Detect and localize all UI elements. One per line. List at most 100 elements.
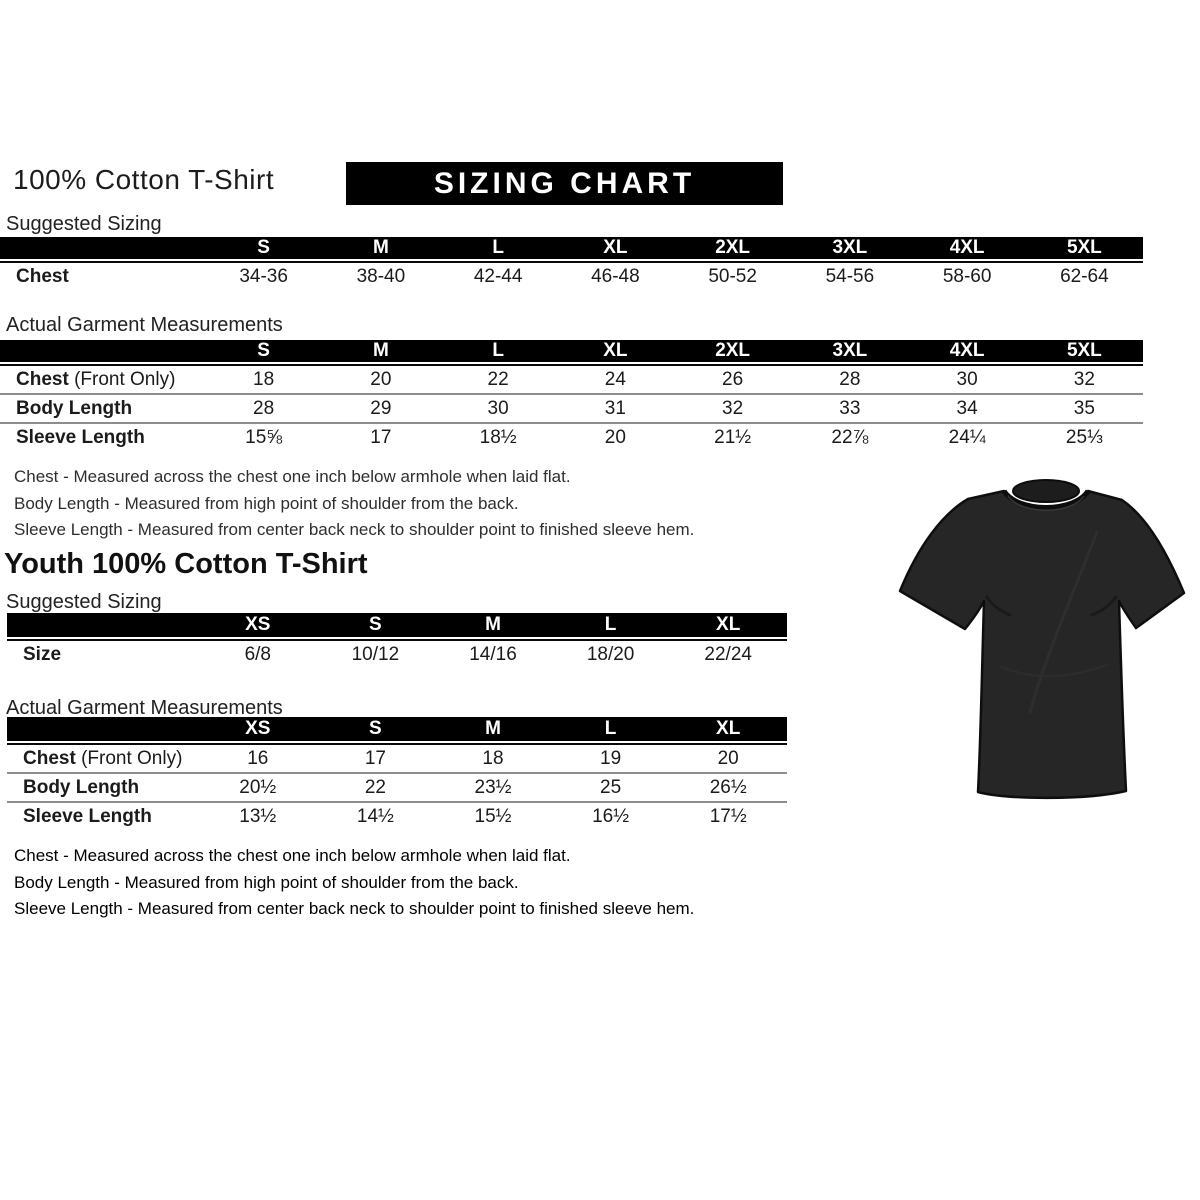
sizing-chart-banner-text: SIZING CHART <box>433 166 696 200</box>
table-header-underline <box>0 364 1143 366</box>
adult-measurement-notes: Chest - Measured across the chest one in… <box>14 464 694 544</box>
measurement-cell: 15½ <box>474 805 512 827</box>
table-row: Body Length 20½ 22 23½ 25 26½ <box>7 772 787 801</box>
row-label: Body Length <box>0 398 205 420</box>
measurement-cell: 34 <box>956 397 978 419</box>
size-column-header: 2XL <box>715 237 751 258</box>
measurement-cell: 25⅓ <box>1065 426 1103 448</box>
measurement-cell: 46-48 <box>591 266 640 287</box>
table-header-underline <box>0 261 1143 263</box>
table-row: Chest (Front Only) 16 17 18 19 20 <box>7 745 787 772</box>
size-column-header: L <box>604 614 617 635</box>
measurement-cell: 14½ <box>356 805 394 827</box>
measurement-cell: 16 <box>247 747 269 769</box>
adult-actual-measurements-table: S M L XL 2XL 3XL 4XL 5XL Chest (Front Only) 18 20 2… <box>0 340 1143 451</box>
measurement-cell: 18/20 <box>586 644 635 665</box>
table-row: Chest 34-36 38-40 42-44 46-48 50-52 54-56 58-60… <box>0 263 1143 291</box>
table-row: Size 6/8 10/12 14/16 18/20 22/24 <box>7 641 787 669</box>
measurement-cell: 38-40 <box>356 266 406 287</box>
row-label-main: Body Length <box>16 397 133 419</box>
measurement-cell: 24¼ <box>948 426 986 448</box>
adult-suggested-sizing-label: Suggested Sizing <box>6 213 162 235</box>
measurement-cell: 13½ <box>239 805 277 827</box>
measurement-cell: 24 <box>604 368 626 390</box>
page-title: 100% Cotton T-Shirt <box>13 164 275 195</box>
measurement-cell: 54-56 <box>825 266 875 287</box>
row-label-main: Chest <box>16 368 69 390</box>
size-column-header: S <box>369 614 382 635</box>
note-chest: Chest - Measured across the chest one in… <box>14 467 571 486</box>
tshirt-collar-stitch <box>1007 495 1085 511</box>
row-label: Size <box>7 644 199 666</box>
row-label-main: Sleeve Length <box>16 426 145 448</box>
row-label-main: Body Length <box>23 776 140 798</box>
measurement-cell: 29 <box>370 397 392 419</box>
size-column-header: M <box>372 340 389 361</box>
size-column-header: L <box>604 718 617 739</box>
size-column-header: M <box>485 614 501 635</box>
tshirt-underarm-shadow <box>985 595 1012 617</box>
row-label: Chest (Front Only) <box>0 369 205 391</box>
row-label-suffix: (Front Only) <box>68 368 176 390</box>
table-row: Sleeve Length 15⅝ 17 18½ 20 21½ 22⅞ 24¼ 25⅓ <box>0 422 1143 451</box>
youth-measurement-notes: Chest - Measured across the chest one in… <box>14 843 694 923</box>
adult-suggested-sizing-table: S M L XL 2XL 3XL 4XL 5XL Chest 34-36 38-40 42-44 46-… <box>0 237 1143 291</box>
measurement-cell: 62-64 <box>1060 266 1109 287</box>
size-column-header: XL <box>603 237 628 258</box>
measurement-cell: 30 <box>956 368 978 390</box>
note-sleeve-length: Sleeve Length - Measured from center bac… <box>14 899 695 918</box>
tshirt-collar-rim <box>1001 489 1091 510</box>
header-spacer <box>0 340 205 362</box>
measurement-cell: 35 <box>1073 397 1095 419</box>
size-column-header: L <box>492 340 504 361</box>
measurement-cell: 42-44 <box>473 266 523 287</box>
measurement-cell: 20 <box>604 426 626 448</box>
header-spacer <box>7 717 199 741</box>
measurement-cell: 20 <box>717 747 739 769</box>
tshirt-back-collar <box>1012 479 1080 503</box>
size-column-header: XL <box>716 614 741 635</box>
measurement-cell: 15⅝ <box>245 426 283 448</box>
measurement-cell: 26½ <box>709 776 747 798</box>
youth-actual-measurements-label: Actual Garment Measurements <box>6 697 283 719</box>
measurement-cell: 26 <box>722 368 744 390</box>
measurement-cell: 19 <box>600 747 622 769</box>
row-label: Sleeve Length <box>0 427 205 449</box>
measurement-cell: 30 <box>487 397 509 419</box>
measurement-cell: 17 <box>370 426 392 448</box>
measurement-cell: 58-60 <box>942 266 992 287</box>
tshirt-wrinkle <box>1000 663 1109 678</box>
measurement-cell: 31 <box>604 397 626 419</box>
table-header-bar: XS S M L XL <box>7 717 787 741</box>
measurement-cell: 14/16 <box>469 644 517 665</box>
row-label-suffix: (Front Only) <box>75 747 183 769</box>
size-column-header: 3XL <box>832 237 868 258</box>
measurement-cell: 18½ <box>479 426 517 448</box>
measurement-cell: 22⅞ <box>831 426 869 448</box>
adult-actual-measurements-label: Actual Garment Measurements <box>6 314 283 336</box>
row-label-main: Size <box>23 644 62 665</box>
tshirt-body <box>898 489 1186 800</box>
size-column-header: 5XL <box>1066 340 1102 361</box>
size-column-header: L <box>492 237 504 258</box>
measurement-cell: 28 <box>253 397 275 419</box>
size-column-header: XL <box>603 340 628 361</box>
measurement-cell: 6/8 <box>244 644 271 665</box>
size-column-header: 4XL <box>949 340 985 361</box>
measurement-cell: 50-52 <box>708 266 757 287</box>
tshirt-underarm-shadow <box>1090 595 1118 617</box>
measurement-cell: 21½ <box>714 426 752 448</box>
measurement-cell: 18 <box>482 747 504 769</box>
measurement-cell: 18 <box>253 368 275 390</box>
size-column-header: 3XL <box>832 340 868 361</box>
youth-actual-measurements-table: XS S M L XL Chest (Front Only) 16 17 18 19 20 Body … <box>7 717 787 830</box>
note-body-length: Body Length - Measured from high point o… <box>14 872 519 892</box>
header-spacer <box>0 237 205 259</box>
table-row: Sleeve Length 13½ 14½ 15½ 16½ 17½ <box>7 801 787 830</box>
measurement-cell: 20½ <box>239 776 277 798</box>
size-column-header: XS <box>245 614 271 635</box>
note-chest: Chest - Measured across the chest one in… <box>14 846 571 865</box>
table-header-bar: S M L XL 2XL 3XL 4XL 5XL <box>0 237 1143 259</box>
size-column-header: M <box>372 237 389 258</box>
